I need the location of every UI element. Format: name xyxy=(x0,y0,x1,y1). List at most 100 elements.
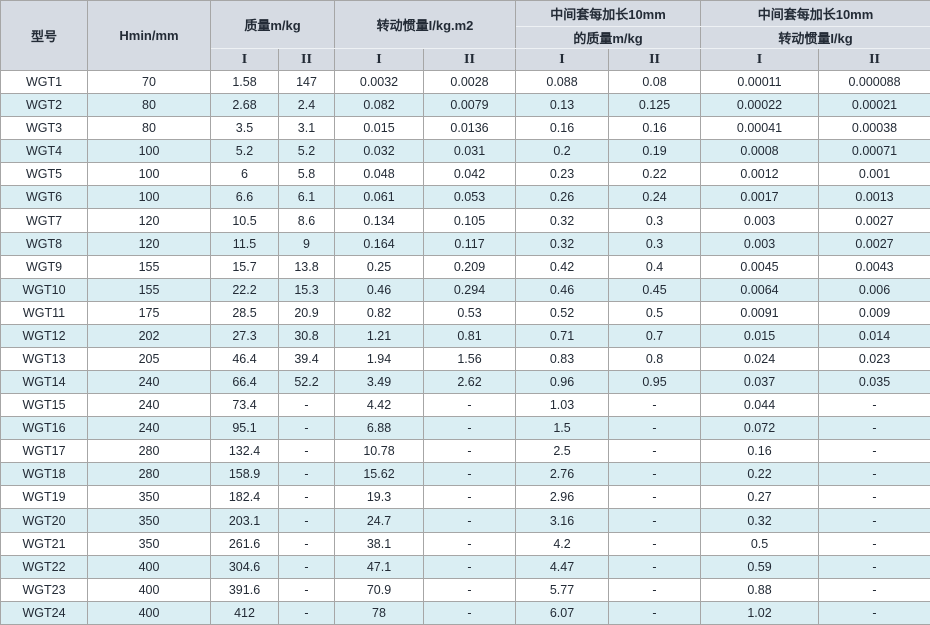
cell-hmin: 350 xyxy=(87,508,211,533)
cell-mass_ii: 147 xyxy=(278,69,335,95)
cell-ext_inertia_i: 0.072 xyxy=(700,416,820,441)
cell-mass_ii: - xyxy=(278,554,335,579)
cell-ext_mass_ii: - xyxy=(608,554,702,579)
cell-mass_ii: - xyxy=(278,508,335,533)
cell-ext_inertia_ii: - xyxy=(818,439,930,464)
cell-ext_mass_ii: - xyxy=(608,508,702,533)
cell-ext_mass_i: 2.96 xyxy=(515,485,610,510)
cell-model: WGT24 xyxy=(0,600,88,625)
cell-mass_ii: - xyxy=(278,462,335,487)
cell-ext_inertia_ii: - xyxy=(818,600,930,625)
table-row: WGT23 400 391.6-70.9-5.77-0.88- xyxy=(0,577,930,602)
table-row: WGT8 120 11.5 9 0.164 0.117 0.32 0.3 0.003 0.0027 xyxy=(0,231,930,256)
cell-ext_inertia_ii: - xyxy=(818,462,930,487)
header-group-ext-mass-line1: 中间套每加长10mm xyxy=(515,0,702,27)
cell-ext_mass_ii: 0.7 xyxy=(608,323,702,348)
cell-ext_inertia_ii: 0.035 xyxy=(818,370,930,395)
cell-hmin: 80 xyxy=(87,93,211,118)
table-row: WGT21 350 261.6-38.1-4.2-0.5- xyxy=(0,531,930,556)
cell-ext_inertia_ii: 0.00038 xyxy=(818,116,930,141)
cell-model: WGT19 xyxy=(0,485,88,510)
cell-ext_inertia_ii: - xyxy=(818,531,930,556)
cell-hmin: 280 xyxy=(87,462,211,487)
cell-ext_mass_ii: - xyxy=(608,531,702,556)
cell-inertia_ii: - xyxy=(422,485,517,510)
cell-mass_i: 1.58 xyxy=(210,69,279,95)
cell-model: WGT8 xyxy=(0,231,88,256)
header-hmin: Hmin/mm xyxy=(87,0,211,71)
cell-mass_i: 261.6 xyxy=(210,531,279,556)
cell-mass_i: 412 xyxy=(210,600,279,625)
cell-hmin: 120 xyxy=(87,208,211,233)
cell-model: WGT2 xyxy=(0,93,88,118)
cell-inertia_i: 0.164 xyxy=(334,231,424,256)
cell-ext_mass_ii: 0.5 xyxy=(608,300,702,325)
cell-ext_inertia_ii: 0.00071 xyxy=(818,139,930,164)
cell-model: WGT14 xyxy=(0,370,88,395)
table-row: WGT13 205 46.4 39.4 1.94 1.56 0.83 0.8 0.024 0.02… xyxy=(0,346,930,372)
cell-inertia_ii: 0.294 xyxy=(422,277,517,302)
table-row: WGT5 100 6 5.8 0.048 0.042 0.23 0.22 0.0012 0.001 xyxy=(0,162,930,187)
cell-model: WGT18 xyxy=(0,462,88,487)
cell-hmin: 155 xyxy=(87,277,211,302)
cell-ext_inertia_i: 0.5 xyxy=(700,531,820,556)
cell-mass_ii: - xyxy=(278,485,335,510)
cell-mass_i: 158.9 xyxy=(210,462,279,487)
cell-inertia_ii: 0.209 xyxy=(422,254,517,279)
cell-ext_mass_ii: 0.4 xyxy=(608,254,702,279)
cell-inertia_i: 0.134 xyxy=(334,208,424,233)
cell-inertia_ii: 0.053 xyxy=(422,185,517,210)
cell-mass_i: 66.4 xyxy=(210,370,279,395)
cell-inertia_i: 70.9 xyxy=(334,577,424,602)
cell-model: WGT20 xyxy=(0,508,88,533)
cell-ext_mass_ii: - xyxy=(608,485,702,510)
cell-model: WGT16 xyxy=(0,416,88,441)
header-row-subcolumns: I II I II I II I II xyxy=(1,48,930,71)
cell-ext_inertia_i: 0.00022 xyxy=(700,93,820,118)
subheader-ext-inertia-ii: II xyxy=(818,48,930,71)
cell-inertia_i: 0.0032 xyxy=(334,69,424,95)
cell-ext_inertia_ii: - xyxy=(818,416,930,441)
cell-mass_i: 203.1 xyxy=(210,508,279,533)
cell-mass_ii: 20.9 xyxy=(278,300,335,325)
cell-mass_ii: 39.4 xyxy=(278,346,335,372)
cell-hmin: 205 xyxy=(87,346,211,372)
table-row: WGT15 240 73.4-4.42-1.03-0.044- xyxy=(0,393,930,418)
cell-mass_ii: 52.2 xyxy=(278,370,335,395)
cell-hmin: 350 xyxy=(87,485,211,510)
cell-mass_ii: - xyxy=(278,531,335,556)
header-group-ext-inertia-line1: 中间套每加长10mm xyxy=(700,0,930,27)
cell-ext_inertia_i: 0.0091 xyxy=(700,300,820,325)
cell-model: WGT23 xyxy=(0,577,88,602)
cell-mass_i: 6.6 xyxy=(210,185,279,210)
cell-inertia_i: 0.061 xyxy=(334,185,424,210)
subheader-mass-ii: II xyxy=(278,48,335,71)
table-row: WGT2 80 2.68 2.4 0.082 0.0079 0.13 0.125 0.00022… xyxy=(0,93,930,118)
table-row: WGT16 240 95.1-6.88-1.5-0.072- xyxy=(0,416,930,441)
cell-ext_inertia_i: 0.88 xyxy=(700,577,820,602)
cell-mass_i: 391.6 xyxy=(210,577,279,602)
cell-inertia_ii: - xyxy=(422,462,517,487)
cell-model: WGT22 xyxy=(0,554,88,579)
cell-ext_mass_i: 4.47 xyxy=(515,554,610,579)
cell-ext_inertia_ii: - xyxy=(818,577,930,602)
header-group-inertia: 转动惯量I/kg.m2 xyxy=(333,0,517,49)
subheader-ext-inertia-i: I xyxy=(700,48,820,71)
cell-mass_ii: 6.1 xyxy=(278,185,335,210)
cell-inertia_ii: - xyxy=(422,600,517,625)
cell-ext_mass_i: 0.32 xyxy=(515,231,610,256)
cell-ext_inertia_ii: 0.0027 xyxy=(818,208,930,233)
cell-ext_mass_ii: 0.8 xyxy=(608,346,702,372)
cell-inertia_ii: 0.0136 xyxy=(422,116,517,141)
cell-ext_mass_i: 0.32 xyxy=(515,208,610,233)
cell-inertia_i: 0.015 xyxy=(334,116,424,141)
cell-ext_mass_ii: - xyxy=(608,577,702,602)
cell-ext_inertia_ii: 0.006 xyxy=(818,277,930,302)
cell-inertia_ii: - xyxy=(422,508,517,533)
cell-ext_mass_i: 0.96 xyxy=(515,370,610,395)
cell-mass_ii: 30.8 xyxy=(278,323,335,348)
table-row: WGT14 240 66.4 52.2 3.49 2.62 0.96 0.95 0.037 0.0… xyxy=(0,370,930,395)
cell-inertia_i: 1.94 xyxy=(334,346,424,372)
cell-model: WGT7 xyxy=(0,208,88,233)
